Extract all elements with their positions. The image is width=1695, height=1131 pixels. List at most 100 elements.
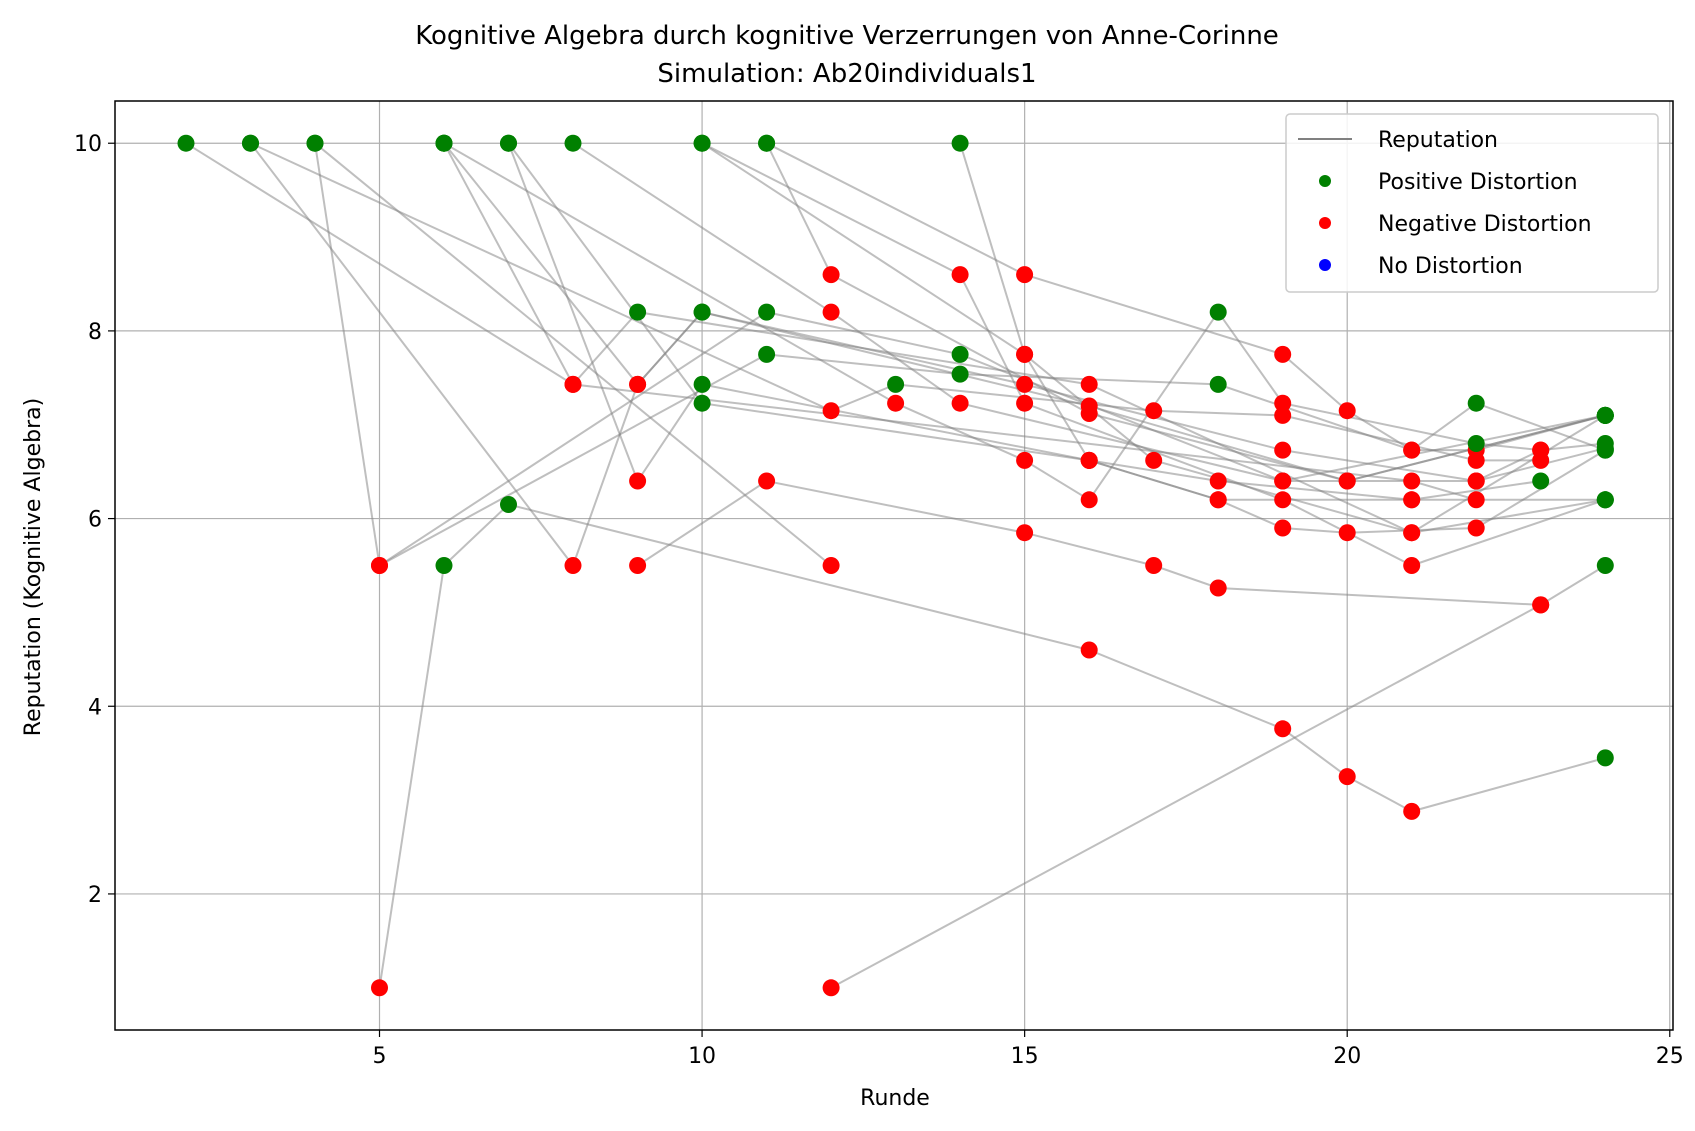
positive-distortion-point bbox=[951, 365, 969, 383]
positive-distortion-point bbox=[887, 375, 905, 393]
negative-distortion-point bbox=[371, 557, 388, 574]
positive-distortion-point bbox=[758, 134, 776, 152]
negative-distortion-point bbox=[1403, 472, 1421, 490]
legend-none-marker bbox=[1319, 259, 1331, 271]
negative-distortion-point bbox=[822, 979, 840, 997]
positive-distortion-point bbox=[435, 557, 453, 574]
reputation-line-4 bbox=[443, 142, 1477, 501]
chart-title: Kognitive Algebra durch kognitive Verzer… bbox=[415, 21, 1279, 51]
positive-distortion-point bbox=[1596, 491, 1614, 509]
reputation-line-16 bbox=[637, 479, 1541, 606]
reputation-line-7 bbox=[701, 142, 1606, 501]
y-tick-label: 10 bbox=[74, 132, 102, 157]
negative-distortion-point bbox=[1274, 472, 1292, 490]
negative-distortion-point bbox=[371, 979, 388, 997]
positive-distortion-point bbox=[1467, 435, 1485, 452]
negative-distortion-point bbox=[1467, 519, 1485, 537]
positive-distortion-point bbox=[435, 134, 453, 152]
chart-subtitle: Simulation: Ab20individuals1 bbox=[657, 59, 1036, 89]
positive-distortion-point bbox=[758, 303, 776, 321]
negative-distortion-point bbox=[1016, 451, 1034, 469]
negative-distortion-point bbox=[1338, 472, 1356, 490]
positive-distortion-point bbox=[693, 303, 711, 321]
x-tick-label: 25 bbox=[1656, 1044, 1684, 1069]
positive-distortion-point bbox=[1596, 749, 1614, 767]
negative-distortion-point bbox=[1403, 802, 1421, 820]
negative-distortion-point bbox=[564, 375, 582, 393]
y-tick-label: 6 bbox=[88, 508, 102, 533]
positive-distortion-point bbox=[1532, 472, 1550, 490]
negative-distortion-point bbox=[1016, 375, 1034, 393]
negative-distortion-point bbox=[822, 303, 840, 321]
positive-distortion-point bbox=[693, 394, 711, 412]
negative-distortion-point bbox=[951, 266, 969, 284]
negative-distortion-point bbox=[1080, 405, 1098, 422]
negative-distortion-point bbox=[1467, 491, 1485, 509]
positive-distortion-point bbox=[564, 134, 582, 152]
negative-distortion-point bbox=[1403, 557, 1421, 574]
negative-distortion-point bbox=[1080, 641, 1098, 659]
x-tick-label: 20 bbox=[1333, 1044, 1361, 1069]
legend-negative-label: Negative Distortion bbox=[1378, 212, 1592, 237]
reputation-line-2 bbox=[249, 142, 1606, 568]
negative-distortion-point bbox=[1274, 441, 1292, 459]
y-tick-label: 8 bbox=[88, 320, 102, 345]
legend-positive-label: Positive Distortion bbox=[1378, 170, 1578, 195]
negative-distortion-point bbox=[1338, 524, 1356, 542]
x-tick-label: 15 bbox=[1011, 1044, 1039, 1069]
legend-reputation-label: Reputation bbox=[1378, 128, 1498, 153]
negative-distortion-point bbox=[1274, 491, 1292, 509]
negative-distortion-point bbox=[822, 557, 840, 574]
axis-ticks: 5 10 15 20 25 2 4 6 8 10 bbox=[74, 132, 1684, 1069]
positive-distortion-point bbox=[693, 375, 711, 393]
negative-distortion-point bbox=[629, 375, 647, 393]
reputation-line-18 bbox=[572, 142, 1542, 482]
negative-distortion-point bbox=[887, 394, 905, 412]
positive-distortion-point bbox=[500, 496, 517, 513]
negative-distortion-point bbox=[1209, 579, 1227, 597]
negative-distortion-point bbox=[629, 557, 647, 574]
positive-distortion-point bbox=[1596, 406, 1614, 424]
positive-distortion-point bbox=[693, 134, 711, 152]
negative-distortion-point bbox=[1145, 402, 1163, 420]
legend-positive-marker bbox=[1319, 175, 1331, 187]
negative-distortion-point bbox=[1016, 394, 1034, 412]
negative-distortion-point bbox=[1145, 451, 1163, 469]
x-axis-label: Runde bbox=[860, 1086, 930, 1111]
data-markers bbox=[177, 134, 1614, 997]
negative-distortion-point bbox=[629, 472, 647, 490]
positive-distortion-point bbox=[177, 134, 195, 152]
negative-distortion-point bbox=[1403, 441, 1421, 459]
y-tick-label: 2 bbox=[88, 883, 102, 908]
negative-distortion-point bbox=[822, 266, 840, 284]
negative-distortion-point bbox=[1274, 345, 1292, 363]
negative-distortion-point bbox=[1145, 557, 1163, 574]
x-tick-label: 5 bbox=[373, 1044, 387, 1069]
negative-distortion-point bbox=[564, 557, 582, 574]
negative-distortion-point bbox=[1532, 441, 1550, 459]
negative-distortion-point bbox=[1338, 402, 1356, 420]
positive-distortion-point bbox=[1467, 394, 1485, 412]
positive-distortion-point bbox=[306, 134, 324, 152]
negative-distortion-point bbox=[1080, 375, 1098, 393]
negative-distortion-point bbox=[1338, 768, 1356, 786]
positive-distortion-point bbox=[951, 345, 969, 363]
legend-negative-marker bbox=[1319, 217, 1331, 229]
negative-distortion-point bbox=[1016, 266, 1034, 284]
negative-distortion-point bbox=[951, 394, 969, 412]
negative-distortion-point bbox=[1467, 451, 1485, 469]
negative-distortion-point bbox=[1532, 596, 1550, 614]
negative-distortion-point bbox=[758, 472, 776, 490]
negative-distortion-point bbox=[1403, 491, 1421, 509]
positive-distortion-point bbox=[758, 345, 776, 363]
negative-distortion-point bbox=[1467, 472, 1485, 490]
negative-distortion-point bbox=[1080, 491, 1098, 509]
positive-distortion-point bbox=[629, 303, 647, 321]
reputation-line-3 bbox=[314, 143, 1606, 568]
reputation-line-13 bbox=[378, 503, 1606, 988]
positive-distortion-point bbox=[1596, 557, 1614, 574]
negative-distortion-point bbox=[1274, 394, 1292, 412]
positive-distortion-point bbox=[1596, 435, 1614, 452]
